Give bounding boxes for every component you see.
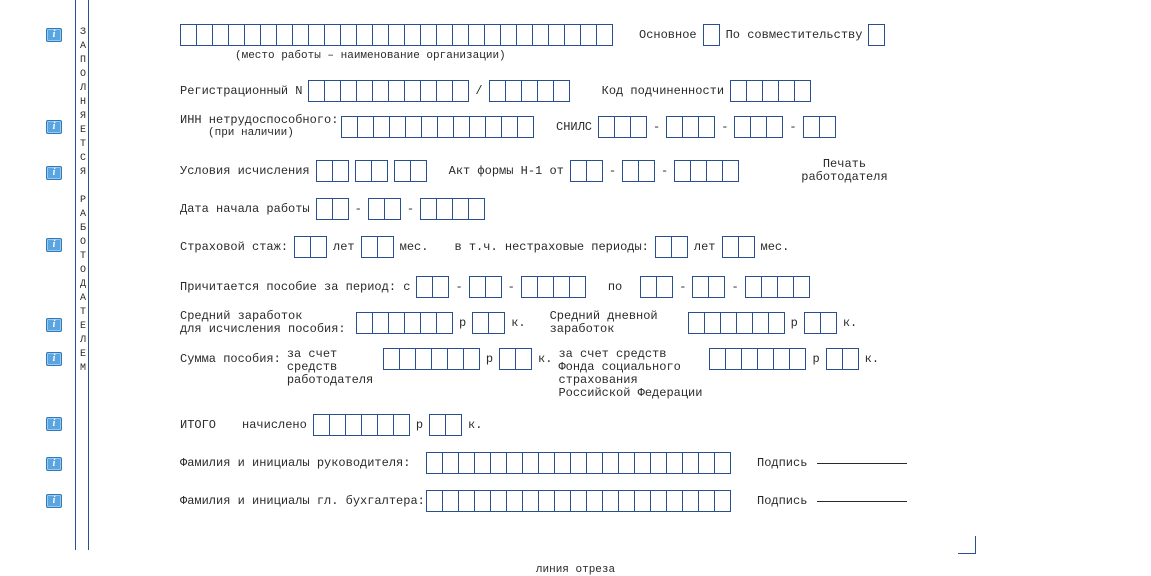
- combined-check[interactable]: [868, 24, 885, 46]
- label-posobie: Причитается пособие за период: с: [180, 280, 410, 294]
- cut-line-label: линия отреза: [0, 564, 1151, 576]
- label-stazh: Страховой стаж:: [180, 240, 288, 254]
- label-kod: Код подчиненности: [602, 84, 724, 98]
- signature-line-2: [817, 501, 907, 502]
- start-m[interactable]: [368, 198, 401, 220]
- label-combined: По совместительству: [726, 28, 863, 42]
- info-icon[interactable]: [46, 352, 62, 366]
- info-icon[interactable]: [46, 238, 62, 252]
- label-sredd-b: заработок: [550, 323, 658, 336]
- sum2-k[interactable]: [826, 348, 859, 370]
- label-snils: СНИЛС: [556, 120, 592, 134]
- nestr-let[interactable]: [655, 236, 688, 258]
- info-icon[interactable]: [46, 457, 62, 471]
- snils-2[interactable]: [666, 116, 715, 138]
- itogo-r[interactable]: [313, 414, 410, 436]
- label-summa: Сумма пособия:: [180, 348, 281, 366]
- sum1-r[interactable]: [383, 348, 480, 370]
- akt-m[interactable]: [622, 160, 655, 182]
- per-m2[interactable]: [692, 276, 725, 298]
- info-icon[interactable]: [46, 417, 62, 431]
- label-usloviya: Условия исчисления: [180, 164, 310, 178]
- fio-buh-cells[interactable]: [426, 490, 731, 512]
- akt-y[interactable]: [674, 160, 739, 182]
- corner-mark: [958, 536, 976, 554]
- label-startdate: Дата начала работы: [180, 202, 310, 216]
- workplace-cells[interactable]: [180, 24, 613, 46]
- label-itogo: ИТОГО: [180, 418, 216, 432]
- info-icon[interactable]: [46, 120, 62, 134]
- per-y2[interactable]: [745, 276, 810, 298]
- start-d[interactable]: [316, 198, 349, 220]
- info-icon[interactable]: [46, 166, 62, 180]
- label-fio-ruk: Фамилия и инициалы руководителя:: [180, 456, 420, 470]
- itogo-k[interactable]: [429, 414, 462, 436]
- sredd-k[interactable]: [804, 312, 837, 334]
- akt-d[interactable]: [570, 160, 603, 182]
- snils-1[interactable]: [598, 116, 647, 138]
- vertical-section-label: ЗАПОЛНЯЕТСЯ РАБОТОДАТЕЛЕМ: [78, 26, 88, 376]
- sred-k[interactable]: [472, 312, 505, 334]
- label-pechat2: работодателя: [801, 171, 887, 184]
- label-inn: ИНН нетрудоспособного:: [180, 114, 335, 127]
- workplace-note: (место работы – наименование организации…: [235, 50, 506, 62]
- start-y[interactable]: [420, 198, 485, 220]
- regnum-1[interactable]: [308, 80, 469, 102]
- info-icon[interactable]: [46, 494, 62, 508]
- label-main: Основное: [639, 28, 697, 42]
- label-akt: Акт формы Н-1 от: [449, 164, 564, 178]
- sum2-r[interactable]: [709, 348, 806, 370]
- per-m1[interactable]: [469, 276, 502, 298]
- usl-1[interactable]: [316, 160, 349, 182]
- fio-ruk-cells[interactable]: [426, 452, 731, 474]
- regnum-2[interactable]: [489, 80, 570, 102]
- per-y1[interactable]: [521, 276, 586, 298]
- nestr-mes[interactable]: [722, 236, 755, 258]
- main-check[interactable]: [703, 24, 720, 46]
- sum1-k[interactable]: [499, 348, 532, 370]
- sredd-r[interactable]: [688, 312, 785, 334]
- snils-3[interactable]: [734, 116, 783, 138]
- stazh-mes[interactable]: [361, 236, 394, 258]
- per-d2[interactable]: [640, 276, 673, 298]
- label-podpis-1: Подпись: [757, 456, 807, 470]
- inn-note: (при наличии): [208, 127, 335, 140]
- label-nachisl: начислено: [242, 418, 307, 432]
- kod-cells[interactable]: [730, 80, 811, 102]
- label-fio-buh: Фамилия и инициалы гл. бухгалтера:: [180, 494, 420, 508]
- info-icon[interactable]: [46, 28, 62, 42]
- sred-r[interactable]: [356, 312, 453, 334]
- signature-line-1: [817, 463, 907, 464]
- stazh-let[interactable]: [294, 236, 327, 258]
- per-d1[interactable]: [416, 276, 449, 298]
- info-icon[interactable]: [46, 318, 62, 332]
- snils-4[interactable]: [803, 116, 836, 138]
- usl-3[interactable]: [394, 160, 427, 182]
- inn-cells[interactable]: [341, 116, 534, 138]
- label-sred1b: для исчисления пособия:: [180, 323, 350, 336]
- usl-2[interactable]: [355, 160, 388, 182]
- label-reg-n: Регистрационный N: [180, 84, 302, 98]
- label-podpis-2: Подпись: [757, 494, 807, 508]
- label-vtch: в т.ч. нестраховые периоды:: [454, 240, 648, 254]
